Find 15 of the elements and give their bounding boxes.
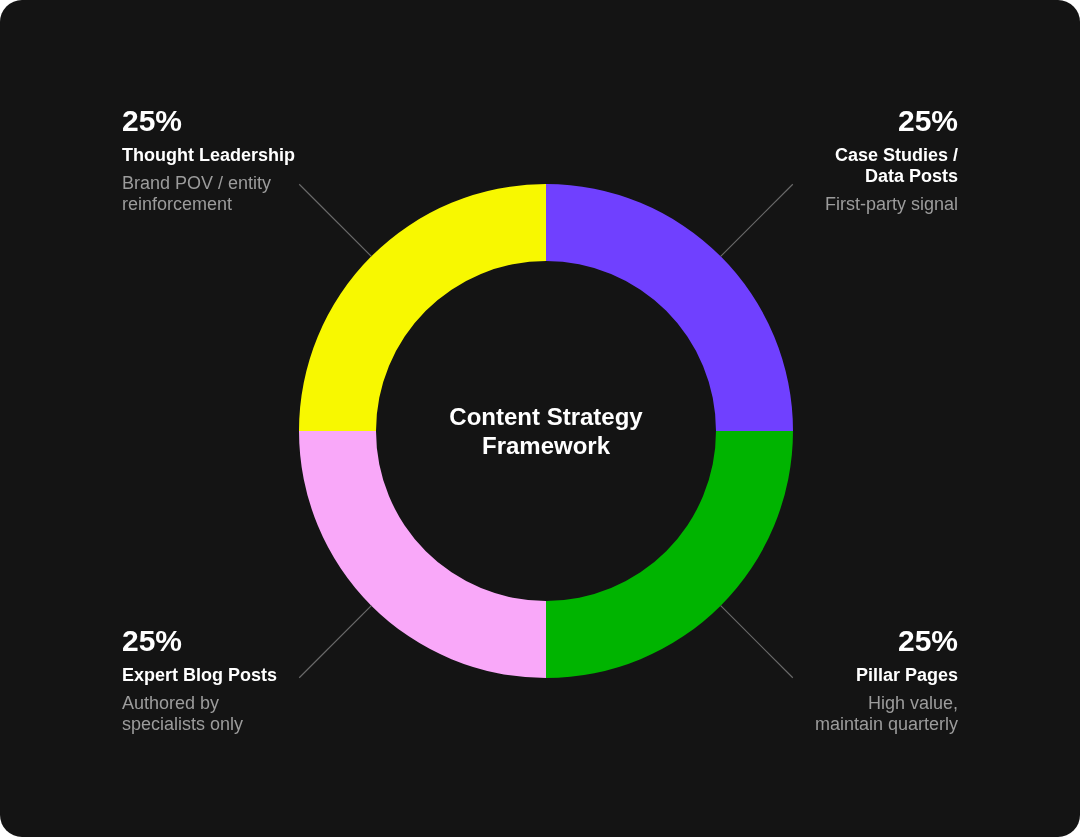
slice-label: Expert Blog Posts — [122, 665, 278, 685]
text: Brand POV / entity reinforcement — [122, 173, 272, 214]
data-label: 25% — [897, 624, 958, 657]
slice-label: Case Studies / Data Posts — [834, 145, 958, 186]
text: High value, maintain quarterly — [814, 693, 958, 734]
donut-slice — [299, 184, 546, 431]
data-label: 25% — [122, 104, 183, 137]
text: Authored by specialists only — [122, 693, 244, 734]
slice-label: Pillar Pages — [855, 665, 958, 685]
text: First-party signal — [824, 194, 958, 214]
donut-slice — [546, 184, 793, 431]
slice-label: Thought Leadership — [122, 145, 295, 165]
data-label: 25% — [122, 624, 183, 657]
data-label: 25% — [897, 104, 958, 137]
text: Content Strategy Framework — [449, 402, 644, 459]
